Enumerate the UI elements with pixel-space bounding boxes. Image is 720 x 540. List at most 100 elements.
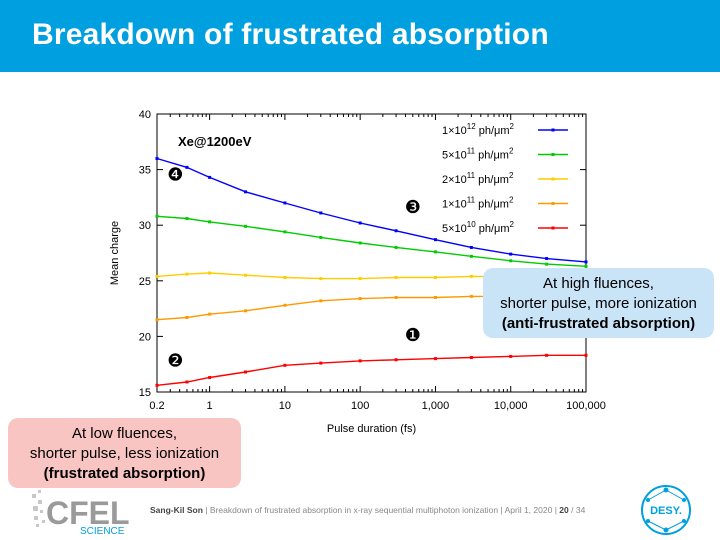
footer-date: April 1, 2020	[504, 505, 553, 515]
footer-page-total: 34	[575, 505, 586, 515]
x-tick-label: 100,000	[566, 400, 606, 412]
data-point	[185, 217, 189, 221]
callout-high-line1: At high fluences,	[543, 275, 654, 292]
data-point	[545, 262, 549, 266]
legend-marker	[551, 226, 555, 230]
circled-marker: ❷	[167, 350, 183, 370]
data-point	[244, 370, 248, 374]
legend-label: 2×1011 ph/μm2	[442, 171, 514, 186]
data-point	[283, 230, 287, 234]
data-point	[155, 156, 159, 160]
data-point	[394, 229, 398, 233]
data-point	[394, 245, 398, 249]
legend-marker	[551, 128, 555, 132]
legend-marker	[551, 153, 555, 156]
data-point	[208, 220, 212, 224]
data-point	[509, 259, 513, 263]
x-axis-label: Pulse duration (fs)	[327, 423, 416, 435]
data-point	[545, 257, 549, 261]
data-point	[469, 356, 473, 360]
data-point	[584, 260, 588, 264]
data-point	[358, 221, 362, 225]
data-point	[185, 165, 189, 169]
y-tick-label: 15	[139, 387, 151, 399]
x-tick-label: 1,000	[422, 400, 450, 412]
legend-label: 1×1012 ph/μm2	[442, 122, 515, 137]
cfel-logo-sub: SCIENCE	[80, 526, 125, 537]
callout-low-fluence: At low fluences, shorter pulse, less ion…	[8, 418, 241, 488]
data-point	[208, 312, 212, 316]
plot-frame	[156, 113, 587, 393]
legend-label: 1×1011 ph/μm2	[442, 196, 514, 211]
callout-high-fluence: At high fluences, shorter pulse, more io…	[483, 268, 714, 338]
legend-marker	[551, 177, 555, 181]
data-point	[358, 241, 362, 245]
y-tick-label: 40	[139, 109, 151, 121]
data-point	[433, 275, 437, 279]
callout-high-line3: (anti-frustrated absorption)	[501, 315, 696, 332]
data-point	[244, 224, 248, 228]
series-line	[156, 354, 586, 386]
title-bar: Breakdown of frustrated absorption	[0, 0, 720, 72]
legend-label: 5×1011 ph/μm2	[442, 147, 514, 162]
chart-annotation: Xe@1200eV	[178, 134, 252, 149]
data-point	[394, 295, 398, 299]
data-point	[584, 264, 588, 268]
data-point	[469, 254, 473, 258]
data-point	[509, 354, 513, 358]
data-point	[244, 273, 248, 277]
data-point	[433, 250, 437, 254]
data-point	[358, 297, 362, 301]
callout-low-line2: shorter pulse, less ionization	[29, 445, 220, 462]
y-tick-label: 30	[139, 220, 151, 232]
data-point	[394, 358, 398, 362]
callout-high-line2: shorter pulse, more ionization	[500, 295, 697, 312]
data-point	[244, 190, 248, 194]
callout-low-line3: (frustrated absorption)	[43, 465, 206, 482]
series-line	[156, 157, 587, 263]
data-point	[358, 359, 362, 363]
data-point	[155, 383, 159, 387]
data-point	[185, 380, 189, 384]
series-line	[156, 215, 587, 267]
y-axis-label: Mean charge	[109, 221, 121, 285]
desy-logo: DESY.	[641, 485, 691, 535]
slide-title: Breakdown of frustrated absorption	[32, 18, 549, 51]
data-point	[208, 175, 212, 179]
cfel-logo: CFEL SCIENCE	[32, 490, 130, 537]
data-point	[319, 299, 323, 303]
data-point	[244, 309, 248, 313]
footer: Sang-Kil Son | Breakdown of frustrated a…	[150, 505, 586, 515]
x-tick-label: 0.2	[149, 400, 164, 412]
x-tick-label: 10	[279, 400, 291, 412]
data-point	[319, 277, 323, 281]
data-point	[185, 315, 189, 319]
data-point	[155, 214, 159, 218]
data-point	[208, 271, 212, 275]
circled-marker: ❸	[405, 197, 421, 217]
data-point	[319, 235, 323, 239]
legend-marker	[551, 202, 555, 205]
data-point	[509, 252, 513, 256]
data-point	[208, 376, 212, 380]
y-tick-label: 35	[139, 165, 151, 177]
legend-label: 5×1010 ph/μm2	[442, 220, 515, 235]
data-point	[545, 353, 549, 357]
data-point	[433, 357, 437, 361]
data-point	[283, 303, 287, 307]
data-point	[469, 274, 473, 278]
data-point	[283, 201, 287, 205]
data-point	[283, 363, 287, 367]
footer-page-current: 20	[559, 505, 569, 515]
data-point	[433, 238, 437, 242]
data-point	[584, 353, 588, 357]
data-point	[433, 295, 437, 299]
x-tick-label: 1	[207, 400, 213, 412]
circled-marker: ❶	[405, 325, 421, 345]
data-point	[319, 361, 323, 365]
desy-logo-text: DESY.	[650, 505, 682, 517]
callout-low-line1: At low fluences,	[71, 425, 178, 442]
data-point	[469, 245, 473, 249]
cfel-logo-text: CFEL	[46, 495, 130, 531]
circled-marker: ❹	[167, 165, 183, 185]
